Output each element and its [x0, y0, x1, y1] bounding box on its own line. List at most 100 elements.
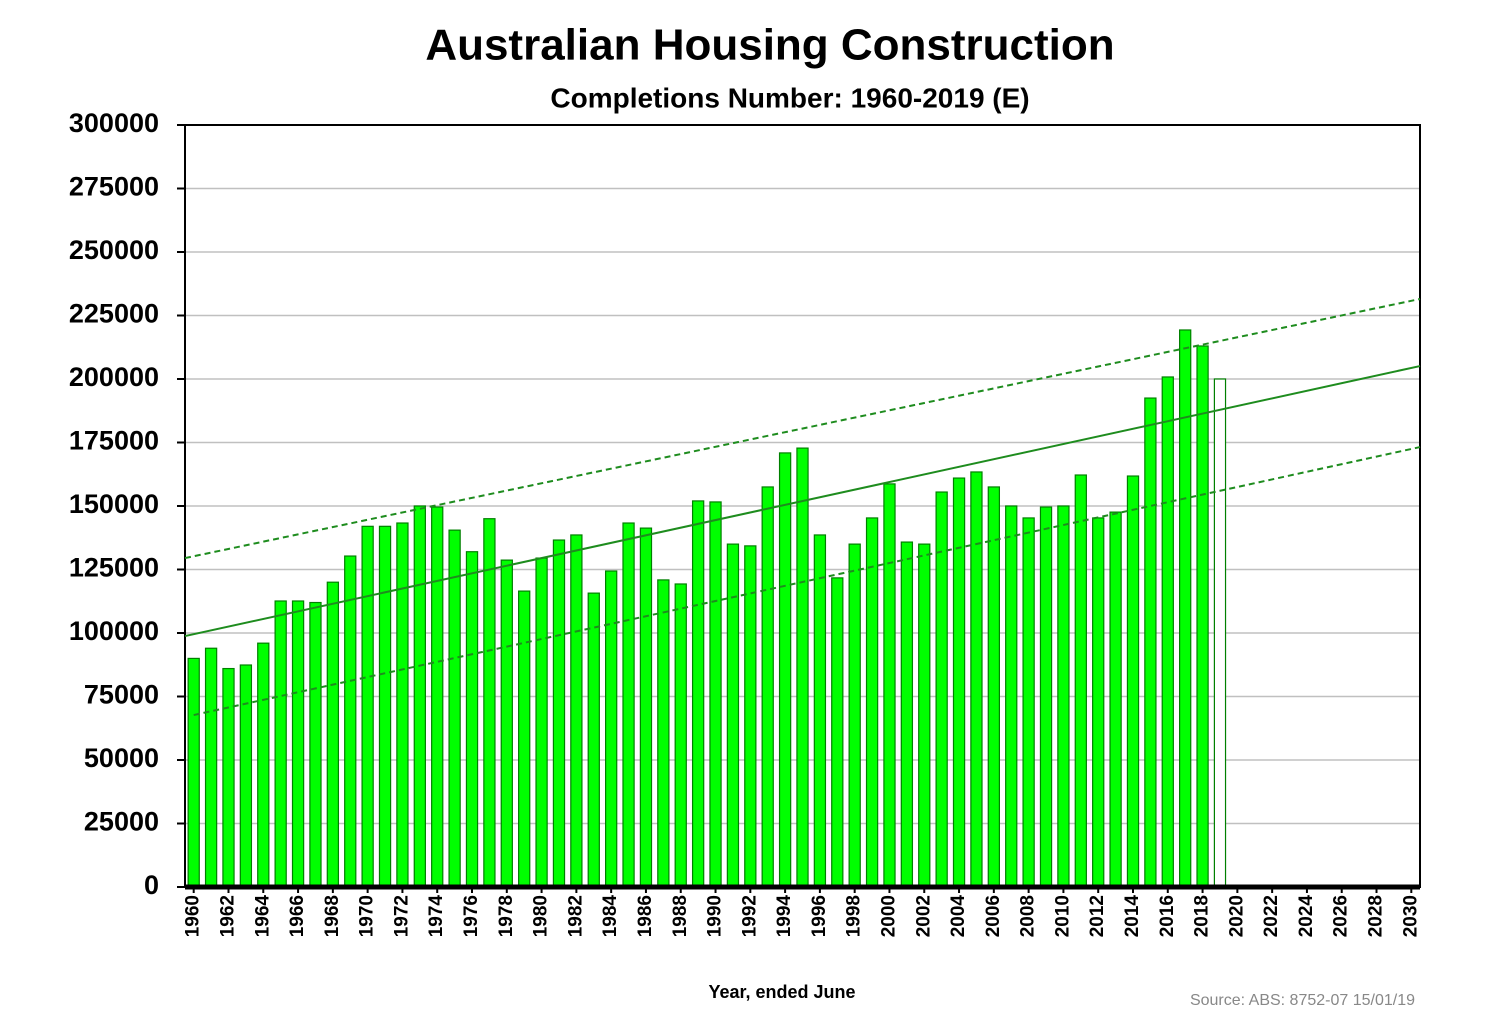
- x-tick-label: 2020: [1226, 895, 1247, 937]
- bar: [639, 527, 653, 888]
- bar: [657, 579, 670, 888]
- bar: [883, 483, 896, 888]
- x-tick-label: 1992: [739, 895, 760, 937]
- x-tick-label: 1980: [531, 895, 552, 937]
- x-tick-label: 2030: [1400, 895, 1421, 937]
- x-tick-label: 2004: [948, 895, 969, 938]
- bar: [1179, 329, 1192, 888]
- y-tick-label: 125000: [69, 553, 159, 583]
- y-tick-label: 300000: [69, 108, 159, 138]
- y-tick-label: 275000: [69, 172, 159, 202]
- y-tick-label: 200000: [69, 362, 159, 392]
- bar: [865, 517, 879, 888]
- bar: [1022, 517, 1035, 888]
- bar: [222, 667, 235, 888]
- bar: [257, 642, 270, 888]
- bar: [239, 664, 253, 888]
- x-tick-label: 2000: [878, 895, 899, 937]
- bar: [326, 581, 340, 888]
- bar: [1196, 345, 1209, 888]
- x-tick-label: 2008: [1018, 895, 1039, 937]
- x-tick-label: 1964: [252, 895, 273, 938]
- y-tick-label: 175000: [69, 426, 159, 456]
- x-tick-label: 1978: [496, 895, 517, 937]
- x-tick-label: 2010: [1052, 895, 1073, 937]
- bar: [1005, 505, 1018, 888]
- bar: [1057, 505, 1070, 888]
- bar: [674, 583, 687, 888]
- bar: [483, 518, 496, 888]
- y-tick-label: 225000: [69, 299, 159, 329]
- x-tick-label: 1986: [635, 895, 656, 937]
- bar: [570, 534, 583, 888]
- bar: [726, 543, 740, 888]
- bar: [378, 525, 392, 888]
- y-tick-label: 50000: [84, 743, 159, 773]
- x-tick-label: 1994: [774, 895, 795, 938]
- bar: [848, 543, 861, 888]
- bar: [831, 577, 844, 888]
- bar: [622, 522, 635, 888]
- bar: [309, 601, 322, 888]
- bar: [274, 600, 287, 888]
- bar: [1161, 376, 1174, 888]
- x-tick-label: 2022: [1261, 895, 1282, 937]
- trend-line: [184, 298, 1421, 560]
- x-axis-title: Year, ended June: [708, 982, 855, 1002]
- bar: [1092, 517, 1105, 888]
- source-note: Source: ABS: 8752-07 15/01/19: [1190, 992, 1415, 1009]
- y-tick-label: 100000: [69, 616, 159, 646]
- x-tick-label: 2006: [983, 895, 1004, 937]
- bar: [187, 657, 200, 888]
- y-tick-label: 250000: [69, 235, 159, 265]
- bar: [448, 529, 461, 888]
- bar: [604, 570, 618, 888]
- bar: [778, 452, 792, 888]
- bar: [1144, 397, 1157, 888]
- x-tick-label: 1968: [322, 895, 343, 937]
- x-tick-label: 1970: [357, 895, 378, 937]
- bar: [970, 471, 983, 888]
- x-tick-label: 1982: [565, 895, 586, 937]
- x-tick-label: 2024: [1296, 895, 1317, 938]
- x-tick-label: 2026: [1331, 895, 1352, 937]
- x-tick-label: 2018: [1192, 895, 1213, 937]
- x-tick-label: 2002: [913, 895, 934, 937]
- x-tick-label: 1984: [600, 895, 621, 938]
- bar: [1213, 378, 1227, 888]
- x-tick-label: 2016: [1157, 895, 1178, 937]
- bar: [952, 477, 966, 888]
- bar: [1126, 475, 1140, 888]
- bar: [552, 539, 566, 888]
- x-tick-label: 1988: [670, 895, 691, 937]
- bar: [744, 545, 757, 888]
- bar: [1039, 506, 1053, 888]
- bar: [431, 506, 444, 888]
- x-tick-label: 1966: [287, 895, 308, 937]
- bar: [535, 557, 548, 888]
- x-tick-label: 1976: [461, 895, 482, 937]
- bar: [587, 592, 600, 888]
- bar: [361, 525, 374, 888]
- bar: [1109, 511, 1122, 888]
- x-tick-label: 2014: [1122, 895, 1143, 938]
- y-tick-label: 25000: [84, 807, 159, 837]
- bar: [900, 541, 914, 888]
- bar: [813, 534, 827, 888]
- bar: [204, 647, 218, 888]
- bar: [396, 522, 409, 888]
- bar: [987, 486, 1001, 888]
- bar: [1074, 474, 1087, 888]
- bar: [518, 590, 531, 888]
- bar: [413, 505, 426, 888]
- chart-title: Australian Housing Construction: [425, 21, 1114, 70]
- x-tick-label: 1972: [391, 895, 412, 937]
- bar: [761, 486, 774, 888]
- bar: [691, 500, 705, 888]
- bar: [500, 559, 513, 888]
- bar: [918, 543, 931, 888]
- x-tick-label: 1998: [844, 895, 865, 937]
- y-tick-label: 150000: [69, 489, 159, 519]
- x-tick-label: 1974: [426, 895, 447, 938]
